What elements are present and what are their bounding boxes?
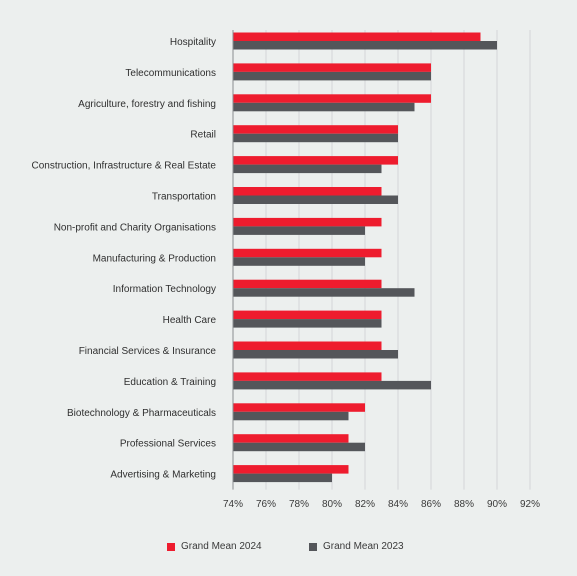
category-label: Professional Services bbox=[120, 439, 216, 450]
category-label: Retail bbox=[190, 130, 216, 141]
category-labels: Hospitality Telecommunications Agriculture… bbox=[31, 37, 216, 481]
x-tick-label: 80% bbox=[322, 499, 342, 510]
bar-2023 bbox=[233, 195, 398, 204]
legend: Grand Mean 2024 Grand Mean 2023 bbox=[0, 541, 577, 559]
bar-2024 bbox=[233, 372, 382, 381]
x-tick-label: 76% bbox=[256, 499, 276, 510]
category-label: Telecommunications bbox=[125, 68, 216, 79]
bar-2023 bbox=[233, 288, 415, 297]
x-tick-label: 86% bbox=[421, 499, 441, 510]
category-label: Construction, Infrastructure & Real Esta… bbox=[31, 161, 216, 172]
bar-2023 bbox=[233, 164, 382, 174]
bars bbox=[233, 32, 497, 483]
bar-2024 bbox=[233, 217, 382, 227]
legend-label-2023: Grand Mean 2023 bbox=[323, 541, 404, 552]
bar-2023 bbox=[233, 411, 349, 421]
x-tick-label: 92% bbox=[520, 499, 540, 510]
legend-item-2023: Grand Mean 2023 bbox=[309, 541, 404, 552]
bar-2024 bbox=[233, 310, 382, 320]
bar-2023 bbox=[233, 442, 365, 452]
bar-2023 bbox=[233, 473, 332, 483]
bar-2023 bbox=[233, 71, 431, 81]
x-tick-label: 74% bbox=[223, 499, 243, 510]
bar-2024 bbox=[233, 465, 349, 474]
category-label: Education & Training bbox=[124, 377, 216, 388]
bar-2023 bbox=[233, 380, 431, 390]
bar-2023 bbox=[233, 102, 415, 112]
category-label: Hospitality bbox=[170, 37, 216, 48]
bar-2024 bbox=[233, 63, 431, 72]
bar-2024 bbox=[233, 279, 382, 289]
x-tick-label: 88% bbox=[454, 499, 474, 510]
x-tick-label: 82% bbox=[355, 499, 375, 510]
x-tick-label: 84% bbox=[388, 499, 408, 510]
bar-2024 bbox=[233, 156, 398, 165]
category-label: Advertising & Marketing bbox=[110, 470, 216, 481]
bar-2023 bbox=[233, 257, 365, 266]
x-tick-label: 78% bbox=[289, 499, 309, 510]
category-label: Agriculture, forestry and fishing bbox=[78, 99, 216, 110]
category-label: Transportation bbox=[152, 192, 216, 203]
bar-2024 bbox=[233, 94, 431, 103]
legend-item-2024: Grand Mean 2024 bbox=[167, 541, 262, 552]
legend-swatch-2023 bbox=[309, 542, 317, 551]
bar-2024 bbox=[233, 434, 349, 443]
bar-2024 bbox=[233, 125, 398, 134]
category-label: Financial Services & Insurance bbox=[79, 346, 217, 357]
legend-label-2024: Grand Mean 2024 bbox=[181, 541, 262, 552]
bar-2023 bbox=[233, 350, 398, 359]
bar-2023 bbox=[233, 319, 382, 328]
category-label: Information Technology bbox=[113, 284, 216, 295]
bar-2023 bbox=[233, 133, 398, 143]
category-label: Non-profit and Charity Organisations bbox=[54, 222, 216, 233]
bar-2023 bbox=[233, 41, 497, 50]
bar-2024 bbox=[233, 403, 365, 412]
category-label: Biotechnology & Pharmaceuticals bbox=[67, 408, 216, 419]
bar-2024 bbox=[233, 341, 382, 350]
bar-2024 bbox=[233, 187, 382, 196]
category-label: Manufacturing & Production bbox=[93, 253, 216, 264]
bar-2024 bbox=[233, 32, 481, 41]
category-label: Health Care bbox=[163, 315, 217, 326]
legend-swatch-2024 bbox=[167, 542, 175, 551]
x-tick-labels: 74% 76% 78% 80% 82% 84% 86% 88% 90% 92% bbox=[223, 499, 540, 510]
bar-2023 bbox=[233, 226, 365, 235]
bar-2024 bbox=[233, 248, 382, 258]
x-tick-label: 90% bbox=[487, 499, 507, 510]
